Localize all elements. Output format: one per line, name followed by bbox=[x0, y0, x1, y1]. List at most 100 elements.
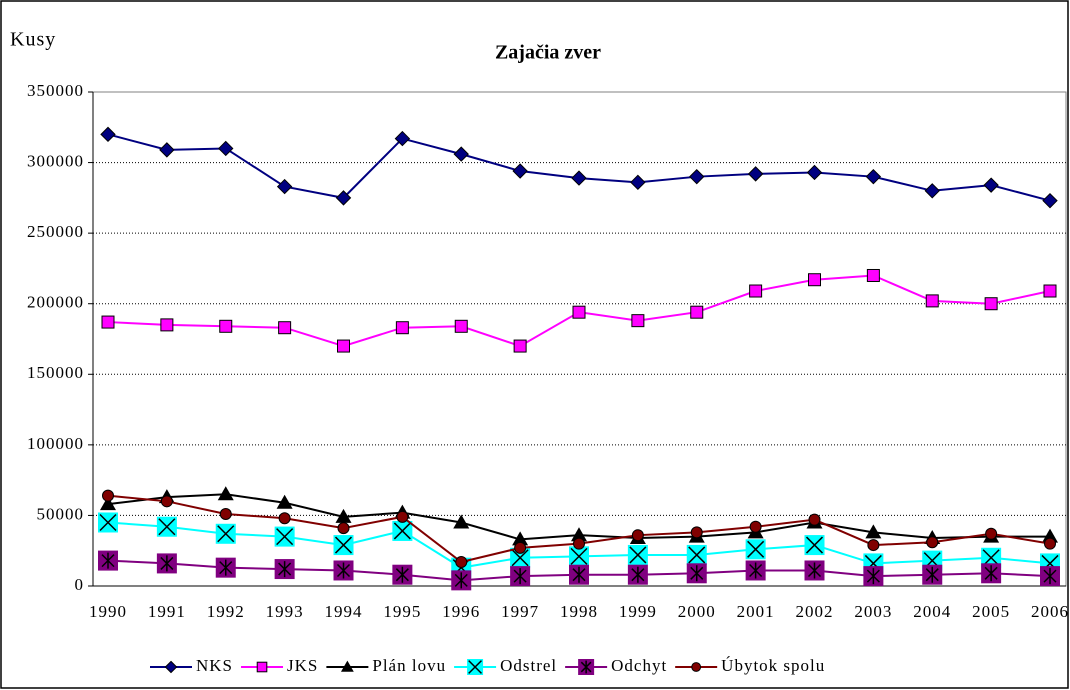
x-tick-label: 2005 bbox=[972, 602, 1010, 621]
marker-shape bbox=[336, 562, 351, 579]
marker bbox=[514, 541, 527, 554]
marker-shape bbox=[749, 284, 763, 298]
marker-shape bbox=[691, 662, 702, 672]
marker bbox=[392, 564, 413, 585]
marker bbox=[924, 183, 940, 199]
marker bbox=[512, 163, 528, 179]
marker-shape bbox=[925, 566, 939, 583]
marker-shape bbox=[570, 547, 588, 565]
marker-shape bbox=[337, 522, 350, 535]
marker bbox=[101, 315, 115, 329]
marker bbox=[335, 508, 352, 523]
marker-shape bbox=[1044, 537, 1056, 550]
marker bbox=[691, 662, 702, 672]
marker-shape bbox=[217, 525, 235, 543]
marker bbox=[274, 526, 295, 547]
marker-shape bbox=[924, 183, 940, 199]
marker-shape bbox=[158, 518, 176, 536]
marker-shape bbox=[454, 572, 468, 589]
marker bbox=[451, 570, 472, 591]
marker-shape bbox=[805, 536, 824, 554]
marker-shape bbox=[866, 568, 880, 585]
x-tick-label: 2001 bbox=[737, 602, 775, 621]
marker bbox=[922, 564, 943, 585]
marker bbox=[867, 539, 880, 552]
marker bbox=[808, 513, 821, 526]
marker-shape bbox=[160, 555, 174, 572]
marker-shape bbox=[573, 537, 585, 550]
legend-label: Plán lovu bbox=[372, 656, 446, 675]
marker-shape bbox=[278, 561, 292, 578]
marker bbox=[156, 516, 177, 537]
marker bbox=[337, 339, 350, 353]
marker bbox=[160, 318, 174, 332]
marker bbox=[455, 556, 468, 569]
marker bbox=[627, 564, 648, 585]
marker-shape bbox=[100, 496, 116, 511]
marker bbox=[278, 512, 291, 525]
y-tick-label: 350000 bbox=[27, 81, 84, 100]
marker bbox=[863, 566, 884, 587]
marker-shape bbox=[690, 565, 704, 582]
marker bbox=[572, 305, 586, 319]
x-tick-label: 1992 bbox=[207, 602, 245, 621]
marker-shape bbox=[513, 568, 527, 585]
marker-shape bbox=[749, 562, 763, 579]
marker bbox=[745, 539, 766, 560]
marker-shape bbox=[511, 549, 529, 567]
x-tick-label: 1994 bbox=[325, 602, 363, 621]
x-tick-label: 2003 bbox=[854, 602, 892, 621]
marker-shape bbox=[572, 566, 586, 583]
marker bbox=[1042, 528, 1058, 543]
legend-label: NKS bbox=[196, 656, 233, 675]
marker-shape bbox=[571, 170, 587, 186]
marker bbox=[630, 174, 646, 191]
marker-shape bbox=[630, 174, 646, 191]
x-tick-label: 1997 bbox=[501, 602, 539, 621]
marker-shape bbox=[865, 168, 882, 185]
marker-shape bbox=[278, 321, 292, 335]
marker-shape bbox=[453, 514, 470, 529]
marker-shape bbox=[1043, 568, 1057, 585]
marker-shape bbox=[690, 305, 704, 319]
marker bbox=[217, 486, 234, 501]
marker-shape bbox=[468, 660, 483, 674]
marker bbox=[396, 510, 409, 523]
marker bbox=[981, 563, 1002, 584]
marker-shape bbox=[453, 146, 469, 162]
marker bbox=[1042, 192, 1058, 209]
marker-shape bbox=[984, 297, 998, 311]
marker bbox=[392, 520, 413, 541]
marker bbox=[274, 559, 295, 580]
marker bbox=[804, 535, 825, 556]
marker bbox=[453, 146, 469, 162]
marker-shape bbox=[747, 540, 765, 558]
x-tick-label: 1990 bbox=[89, 602, 127, 621]
marker bbox=[1043, 284, 1057, 298]
y-tick-label: 300000 bbox=[27, 151, 84, 170]
x-tick-label: 2004 bbox=[913, 602, 951, 621]
marker bbox=[686, 563, 707, 584]
marker bbox=[256, 661, 268, 673]
marker bbox=[627, 544, 648, 565]
y-axis-label: Kusy bbox=[10, 29, 56, 51]
marker bbox=[983, 177, 999, 193]
marker bbox=[333, 535, 354, 556]
marker-shape bbox=[337, 339, 350, 353]
marker-shape bbox=[925, 294, 939, 308]
marker-shape bbox=[688, 546, 706, 564]
marker bbox=[569, 546, 589, 567]
marker bbox=[215, 523, 236, 544]
marker-shape bbox=[982, 549, 1000, 567]
marker-shape bbox=[689, 168, 705, 185]
marker bbox=[573, 537, 585, 550]
marker-shape bbox=[807, 562, 822, 579]
marker-shape bbox=[334, 536, 353, 554]
y-tick-label: 50000 bbox=[37, 504, 85, 523]
marker bbox=[866, 268, 880, 282]
marker-shape bbox=[1042, 528, 1058, 543]
x-tick-label: 1996 bbox=[442, 602, 480, 621]
marker-shape bbox=[335, 508, 352, 523]
marker bbox=[926, 536, 939, 549]
marker-shape bbox=[455, 556, 468, 569]
